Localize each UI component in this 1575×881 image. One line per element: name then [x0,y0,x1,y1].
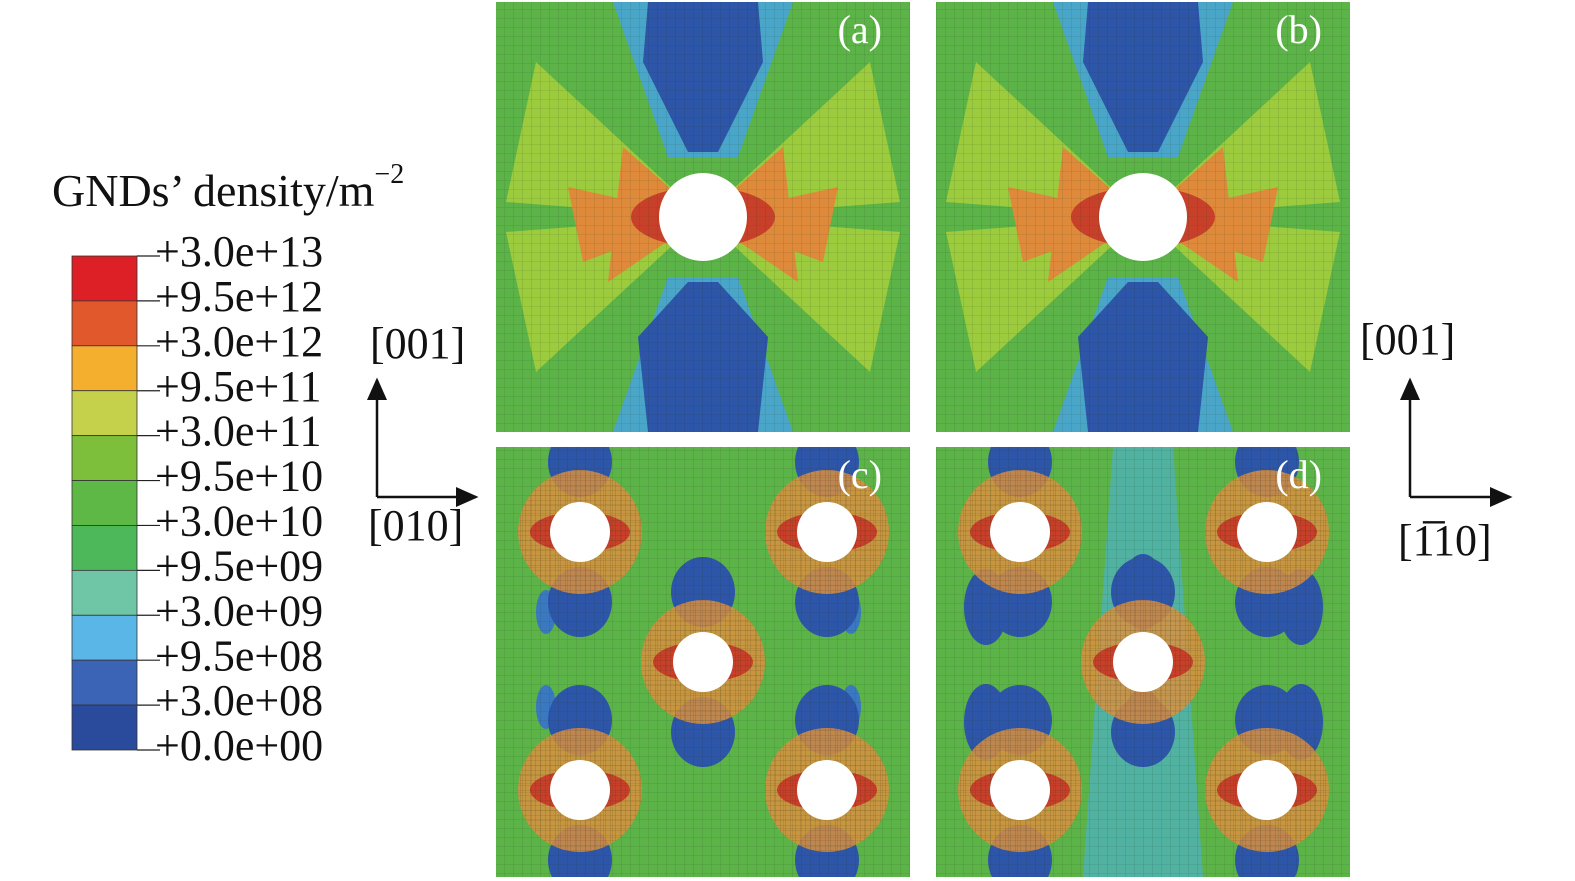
direction-label: [001] [1360,315,1455,364]
legend-swatch [71,569,138,616]
hole [797,760,857,820]
legend-label: +9.5e+11 [155,362,322,411]
hole [990,502,1050,562]
contour-panel: (a) [496,2,910,432]
panel-body [936,447,1350,877]
hole [550,760,610,820]
legend-label: +3.0e+11 [155,407,322,456]
legend-label: +0.0e+00 [155,721,323,770]
panel-body [936,2,1350,432]
legend-swatch [71,345,138,392]
contour-panel: (b) [936,2,1350,432]
legend-swatch [71,659,138,706]
panel-body [496,2,910,432]
legend-label: +3.0e+08 [155,676,323,725]
hole [990,760,1050,820]
contour-panel: (c) [496,447,910,877]
contour-panel: (d) [936,447,1350,877]
hole [1237,760,1297,820]
panel-label: (a) [838,7,882,52]
hole [673,632,733,692]
legend-swatch [71,255,138,302]
legend-label: +3.0e+09 [155,586,323,635]
direction-label: [010] [368,501,463,550]
hole [1237,502,1297,562]
legend-label: +9.5e+12 [155,272,323,321]
hole [1099,173,1187,261]
legend-swatch [71,525,138,571]
legend-swatch [71,390,138,437]
legend-swatch [71,614,138,661]
direction-label: [1̅10] [1398,516,1492,565]
hole [550,502,610,562]
legend-label: +3.0e+13 [155,227,323,276]
legend-swatch [71,704,138,751]
hole [797,502,857,562]
panel-label: (d) [1275,452,1322,497]
legend-title: GNDs’ density/m−2 [52,159,404,215]
legend-label: +9.5e+10 [155,452,323,501]
legend-label: +9.5e+08 [155,631,323,680]
hole [659,173,747,261]
legend: +3.0e+13+9.5e+12+3.0e+12+9.5e+11+3.0e+11… [71,227,323,770]
legend-swatch [71,435,138,481]
legend-label: +9.5e+09 [155,541,323,590]
legend-swatch [71,300,138,347]
legend-label: +3.0e+10 [155,497,323,546]
panel-body [496,447,910,877]
panel-label: (b) [1275,7,1322,52]
legend-swatch [71,480,138,526]
panels: (a) (b) (c) (d) [496,2,1350,877]
legend-label: +3.0e+12 [155,317,323,366]
panel-label: (c) [838,452,882,497]
direction-label: [001] [370,319,465,368]
hole [1113,632,1173,692]
